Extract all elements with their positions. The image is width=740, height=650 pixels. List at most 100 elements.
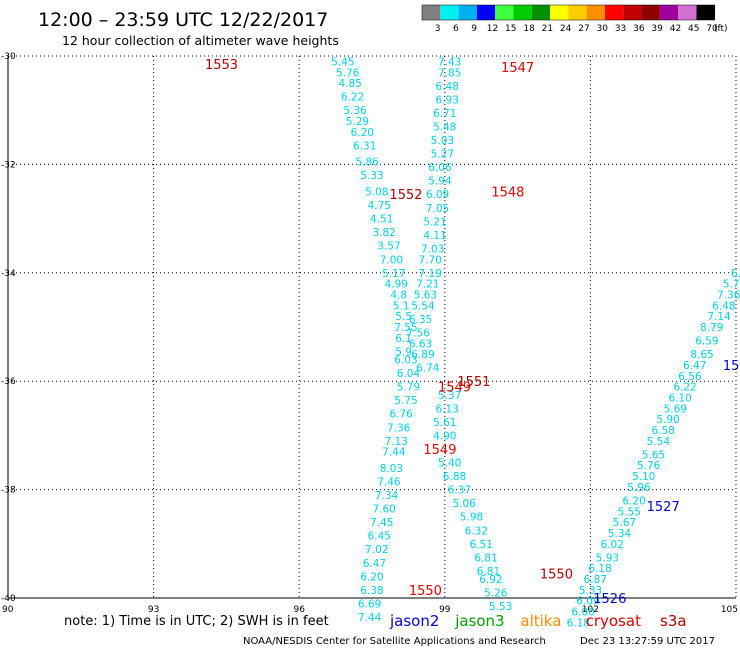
legend-swatch [696, 5, 715, 20]
swh-value: 5.29 [346, 116, 369, 128]
pass-label: 1527 [647, 500, 680, 515]
swh-value: 5.67 [613, 517, 636, 529]
swh-value: 5.53 [489, 601, 512, 613]
legend-label: 9 [471, 24, 477, 34]
swh-value: 6.18 [567, 617, 590, 629]
x-tick-label: 96 [293, 605, 305, 615]
y-tick-label: -38 [1, 486, 16, 496]
swh-value: 6.51 [470, 539, 493, 551]
legend-swatch [513, 5, 532, 20]
swh-value: 6.06 [428, 162, 452, 174]
timestamp-text: Dec 23 13:27:59 UTC 2017 [580, 636, 715, 647]
y-tick-label: -30 [1, 52, 16, 62]
swh-value: 7.43 [438, 56, 461, 68]
swh-value: 6.09 [576, 596, 599, 608]
swh-value: 6.59 [695, 336, 718, 348]
legend-swatch [568, 5, 587, 20]
swh-value: 8.03 [380, 463, 403, 475]
swh-value: 6.71 [433, 108, 456, 120]
swh-value: 6.76 [389, 409, 413, 421]
swh-value: 6.10 [668, 392, 691, 404]
swh-value: 5.03 [431, 135, 454, 147]
swh-value: 5.1 [393, 300, 410, 312]
swh-value: 6.88 [443, 471, 466, 483]
swh-value: 4.99 [385, 279, 408, 291]
legend-swatch [531, 5, 551, 20]
pass-label: 1550 [540, 568, 573, 583]
footer-note: note: 1) Time is in UTC; 2) SWH is in fe… [64, 614, 329, 629]
swh-value: 5.5 [395, 311, 412, 323]
swh-value: 7.45 [370, 517, 393, 529]
swh-value: 5.33 [579, 585, 602, 597]
swh-value: 4.8 [390, 289, 407, 301]
legend-swatch [605, 5, 624, 20]
swh-value: 6.93 [436, 94, 459, 106]
swh-value: 5.55 [618, 506, 641, 518]
swh-value: 5.10 [632, 471, 655, 483]
swh-value: 6.37 [448, 485, 471, 497]
legend-swatch [641, 5, 660, 20]
swh-value: 6.63 [409, 338, 432, 350]
swh-value: 6.00 [571, 607, 594, 619]
swh-value: 7.14 [707, 311, 731, 323]
page-title: 12:00 – 23:59 UTC 12/22/2017 [38, 9, 328, 31]
swh-value: 5.36 [343, 105, 367, 117]
legend-label: 45 [688, 24, 699, 34]
swh-value: 7.19 [419, 268, 442, 280]
swh-value: 8.65 [690, 349, 713, 361]
swh-value: 6.20 [360, 571, 383, 583]
swh-value: 6.87 [584, 574, 607, 586]
y-tick-label: -34 [1, 269, 16, 279]
swh-value: 6.22 [673, 382, 696, 394]
legend-label: 3 [435, 24, 441, 34]
color-legend: 3 6 9 12 15 18 21 24 27 30 33 36 39 42 45 70 [421, 4, 718, 34]
swh-value: 5.34 [608, 528, 632, 540]
swh-value: 5.94 [428, 176, 452, 188]
swh-value: 6.92 [479, 574, 502, 586]
legend-swatch [440, 5, 459, 20]
swh-value: 7.00 [380, 254, 403, 266]
swh-value: 5.54 [647, 436, 671, 448]
x-tick-label: 90 [2, 605, 14, 615]
swh-value: 4.90 [433, 430, 456, 442]
swh-value: 5.98 [460, 512, 483, 524]
legend-swatch [495, 5, 514, 20]
pass-label: 1552 [389, 188, 422, 203]
swh-values: 5.455.764.856.225.365.296.206.315.865.33… [331, 56, 740, 629]
legend-frame [421, 4, 716, 21]
swh-value: 5.26 [484, 588, 508, 600]
swh-value: 5.93 [596, 552, 619, 564]
swh-value: 5.61 [433, 417, 456, 429]
legend-label: 42 [670, 24, 681, 34]
pass-label: 1549 [423, 443, 456, 458]
swh-value: 5.21 [423, 216, 446, 228]
swh-value: 6.47 [363, 558, 386, 570]
swh-value: 6.03 [394, 355, 417, 367]
swh-value: 6.32 [465, 525, 488, 537]
legend-swatch [678, 5, 697, 20]
swh-value: 7.13 [385, 436, 408, 448]
swh-value: 6.18 [588, 563, 611, 575]
swh-value: 6.48 [712, 300, 735, 312]
legend-label: 39 [651, 24, 663, 34]
legend-swatch [659, 5, 679, 20]
swh-value: 5.40 [438, 458, 461, 470]
satellite-legend: jason2 jason3 altika cryosat s3a [389, 612, 687, 630]
swh-value: 6.09 [426, 189, 449, 201]
swh-value: 6.02 [601, 539, 624, 551]
page-subtitle: 12 hour collection of altimeter wave hei… [62, 33, 339, 48]
pass-label: 1549 [438, 381, 471, 396]
swh-value: 5.63 [414, 289, 437, 301]
swh-value: 5.75 [394, 395, 417, 407]
pass-label: 1548 [491, 186, 524, 201]
swh-value: 5.08 [365, 187, 388, 199]
swh-value: 6.22 [341, 92, 364, 104]
satellite-label: altika [520, 612, 561, 630]
swh-value: 5.7 [723, 279, 740, 291]
plot-area [7, 56, 736, 599]
swh-value: 5.54 [411, 300, 435, 312]
x-tick-label: 99 [439, 605, 451, 615]
swh-value: 6.56 [678, 371, 702, 383]
x-tick-label: 93 [148, 605, 159, 615]
